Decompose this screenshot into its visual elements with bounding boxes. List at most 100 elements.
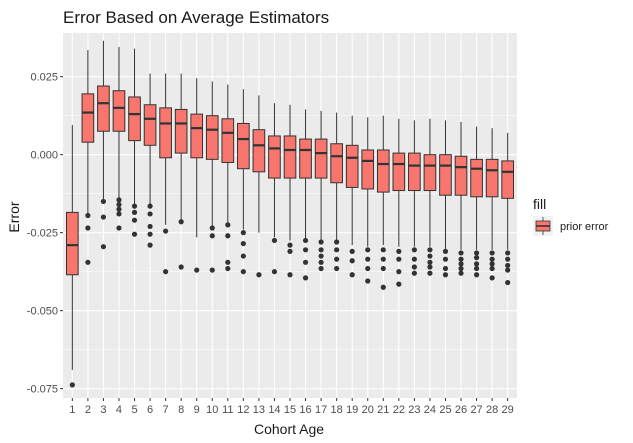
outlier-point — [490, 266, 495, 271]
outlier-point — [458, 261, 463, 266]
x-tick-label: 13 — [253, 404, 265, 416]
outlier-point — [116, 211, 121, 216]
iqr-box — [300, 139, 312, 178]
outlier-point — [334, 239, 339, 244]
x-tick-label: 20 — [362, 404, 374, 416]
outlier-point — [303, 260, 308, 265]
outlier-point — [225, 222, 230, 227]
iqr-box — [471, 159, 483, 196]
outlier-point — [287, 243, 292, 248]
outlier-point — [474, 250, 479, 255]
outlier-point — [365, 278, 370, 283]
outlier-point — [179, 219, 184, 224]
iqr-box — [502, 161, 514, 198]
outlier-point — [427, 247, 432, 252]
iqr-box — [409, 153, 421, 190]
iqr-box — [393, 153, 405, 190]
outlier-point — [505, 267, 510, 272]
outlier-point — [210, 267, 215, 272]
x-tick-label: 1 — [69, 404, 75, 416]
iqr-box — [253, 130, 265, 172]
outlier-point — [318, 266, 323, 271]
outlier-point — [505, 250, 510, 255]
iqr-box — [440, 155, 452, 196]
x-tick-label: 6 — [147, 404, 153, 416]
outlier-point — [396, 269, 401, 274]
outlier-point — [427, 260, 432, 265]
outlier-point — [241, 253, 246, 258]
outlier-point — [116, 202, 121, 207]
iqr-box — [424, 155, 436, 191]
outlier-point — [458, 257, 463, 262]
x-tick-label: 18 — [331, 404, 343, 416]
iqr-box — [486, 159, 498, 196]
x-tick-label: 15 — [284, 404, 296, 416]
outlier-point — [256, 272, 261, 277]
iqr-box — [129, 97, 141, 141]
outlier-point — [474, 272, 479, 277]
outlier-point — [179, 264, 184, 269]
y-tick-label: -0.075 — [27, 384, 58, 396]
outlier-point — [443, 272, 448, 277]
x-tick-label: 7 — [163, 404, 169, 416]
iqr-box — [377, 150, 389, 192]
outlier-point — [458, 250, 463, 255]
outlier-point — [490, 250, 495, 255]
outlier-point — [147, 232, 152, 237]
x-tick-label: 29 — [502, 404, 514, 416]
outlier-point — [225, 260, 230, 265]
outlier-point — [443, 249, 448, 254]
iqr-box — [175, 109, 187, 153]
x-tick-label: 10 — [206, 404, 218, 416]
outlier-point — [412, 264, 417, 269]
outlier-point — [116, 207, 121, 212]
outlier-point — [474, 261, 479, 266]
y-tick-label: -0.050 — [27, 306, 58, 318]
x-tick-label: 24 — [424, 404, 436, 416]
iqr-box — [66, 212, 78, 274]
outlier-point — [101, 199, 106, 204]
x-tick-label: 22 — [393, 404, 405, 416]
outlier-point — [396, 282, 401, 287]
outlier-point — [241, 230, 246, 235]
x-tick-label: 2 — [85, 404, 91, 416]
outlier-point — [194, 267, 199, 272]
outlier-point — [396, 257, 401, 262]
x-tick-label: 5 — [131, 404, 137, 416]
iqr-box — [238, 123, 250, 168]
outlier-point — [458, 271, 463, 276]
outlier-point — [132, 232, 137, 237]
iqr-box — [82, 94, 94, 142]
outlier-point — [303, 238, 308, 243]
outlier-point — [490, 275, 495, 280]
outlier-point — [365, 266, 370, 271]
outlier-point — [116, 197, 121, 202]
outlier-point — [505, 263, 510, 268]
x-tick-label: 9 — [194, 404, 200, 416]
outlier-point — [334, 266, 339, 271]
outlier-point — [443, 257, 448, 262]
outlier-point — [101, 244, 106, 249]
outlier-point — [427, 253, 432, 258]
iqr-box — [362, 150, 374, 189]
outlier-point — [241, 269, 246, 274]
outlier-point — [381, 266, 386, 271]
outlier-point — [318, 247, 323, 252]
outlier-point — [147, 204, 152, 209]
outlier-point — [412, 247, 417, 252]
y-axis: -0.075 -0.050 -0.025 0.000 0.025 — [27, 72, 63, 396]
outlier-point — [350, 272, 355, 277]
x-tick-label: 12 — [237, 404, 249, 416]
outlier-point — [334, 247, 339, 252]
outlier-point — [225, 233, 230, 238]
legend: fill prior error — [533, 196, 609, 236]
outlier-point — [272, 269, 277, 274]
iqr-box — [98, 86, 110, 131]
outlier-point — [241, 241, 246, 246]
outlier-point — [272, 238, 277, 243]
outlier-point — [163, 269, 168, 274]
outlier-point — [474, 255, 479, 260]
outlier-point — [381, 247, 386, 252]
